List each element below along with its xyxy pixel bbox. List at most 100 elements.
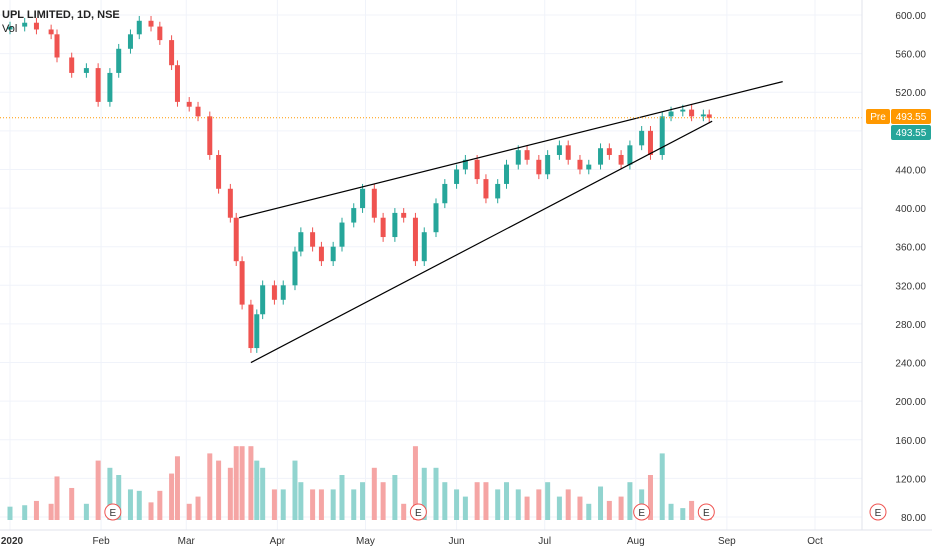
- candle-body: [248, 304, 254, 349]
- volume-bar: [454, 489, 460, 520]
- candle-body: [668, 111, 674, 117]
- volume-bar: [598, 486, 604, 520]
- price-tick: 160.00: [895, 436, 926, 447]
- wedge-trendlines[interactable]: [239, 81, 783, 364]
- candle-body: [69, 57, 75, 73]
- event-marker: [409, 503, 427, 521]
- volume-bar: [254, 460, 260, 520]
- price-tick: 520.00: [895, 88, 926, 99]
- price-tick: 240.00: [895, 359, 926, 370]
- candle-body: [239, 261, 245, 305]
- volume-bar: [207, 453, 213, 520]
- event-marker: [697, 503, 715, 521]
- candle-body: [227, 188, 233, 218]
- volume-bar: [330, 489, 336, 520]
- volume-bar: [7, 506, 13, 520]
- candle-body: [483, 179, 489, 199]
- time-axis[interactable]: 2020 Feb Mar Apr May Jun Jul Aug Sep Oct: [1, 536, 823, 547]
- volume-bar: [462, 496, 468, 520]
- candle-body: [380, 217, 386, 238]
- volume-bar: [618, 496, 624, 520]
- volume-bar: [157, 490, 163, 520]
- candle-body: [254, 314, 260, 349]
- volume-bar: [515, 489, 521, 520]
- volume-bar: [169, 473, 175, 520]
- time-tick: Feb: [92, 536, 110, 547]
- volume-bar: [545, 482, 551, 520]
- candle-body: [401, 212, 407, 218]
- candle-body: [454, 169, 460, 184]
- volume-bar: [483, 482, 489, 520]
- volume-bar: [380, 482, 386, 520]
- event-label: E: [109, 508, 116, 519]
- volume-bar: [339, 475, 345, 520]
- volume-bar: [668, 503, 674, 520]
- volume-bar: [239, 446, 245, 520]
- volume-bar: [95, 460, 101, 520]
- candle-body: [136, 20, 142, 35]
- candle-body: [706, 114, 712, 118]
- volume-bar: [280, 489, 286, 520]
- candle-body: [22, 22, 28, 27]
- time-tick: Apr: [270, 536, 286, 547]
- volume-bar: [412, 446, 418, 520]
- candle-body: [127, 34, 133, 49]
- volume-bar: [504, 482, 510, 520]
- candle-body: [659, 116, 665, 155]
- candle-body: [700, 114, 706, 117]
- event-label: E: [638, 508, 645, 519]
- candle-body: [233, 217, 239, 262]
- volume-bar: [627, 482, 633, 520]
- event-label: E: [703, 508, 710, 519]
- volume-bar: [248, 446, 254, 520]
- price-tick: 200.00: [895, 397, 926, 408]
- volume-bar: [474, 482, 480, 520]
- volume-bar: [186, 503, 192, 520]
- candle-body: [148, 20, 154, 27]
- volume-legend: Vol: [2, 23, 17, 35]
- volume-bar: [69, 487, 75, 520]
- volume-bar: [586, 503, 592, 520]
- candle-body: [318, 246, 324, 262]
- event-marker: [633, 503, 651, 521]
- candle-body: [351, 208, 357, 223]
- grid: [0, 0, 862, 530]
- price-tick: 440.00: [895, 165, 926, 176]
- candle-body: [216, 154, 222, 189]
- volume-bar: [116, 475, 122, 520]
- candle-body: [618, 154, 624, 165]
- candle-body: [169, 40, 175, 66]
- pre-price-badge: Pre 493.55: [866, 109, 931, 124]
- candle-body: [298, 232, 304, 252]
- candle-body: [83, 68, 89, 73]
- candle-body: [565, 145, 571, 160]
- volume-bar: [565, 489, 571, 520]
- volume-bar: [216, 460, 222, 520]
- price-tick: 600.00: [895, 11, 926, 22]
- volume-bar: [536, 489, 542, 520]
- volume-bar: [54, 476, 60, 520]
- candle-body: [186, 101, 192, 107]
- event-marker: [869, 503, 887, 521]
- event-marker: [104, 503, 122, 521]
- candle-body: [157, 26, 163, 41]
- volume-bar: [127, 489, 133, 520]
- pre-price: 493.55: [896, 112, 927, 123]
- volume-bar: [22, 505, 28, 520]
- price-tick: 320.00: [895, 281, 926, 292]
- volume-bar: [577, 496, 583, 520]
- candle-body: [207, 116, 213, 155]
- pre-label: Pre: [870, 112, 886, 123]
- candle-body: [462, 159, 468, 170]
- candle-body: [639, 130, 645, 146]
- candle-body: [292, 251, 298, 286]
- price-tick: 80.00: [901, 513, 926, 524]
- volume-bar: [292, 460, 298, 520]
- time-tick: Mar: [178, 536, 196, 547]
- candle-body: [48, 29, 54, 35]
- volume-bar: [33, 500, 39, 520]
- candle-body: [310, 232, 316, 247]
